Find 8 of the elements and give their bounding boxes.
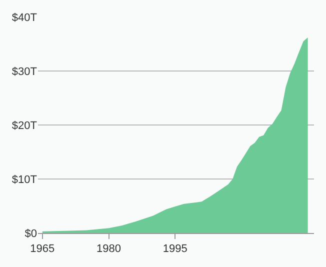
- y-tick-label: $40T: [12, 12, 38, 24]
- y-tick-label: $20T: [12, 120, 38, 132]
- y-tick-label: $10T: [12, 174, 38, 186]
- y-tick-label: $0: [24, 228, 37, 240]
- x-tick-label: 1980: [96, 243, 122, 256]
- x-tick-label: 1965: [30, 243, 55, 256]
- x-tick-label: 1995: [162, 243, 188, 256]
- y-tick-label: $30T: [12, 66, 38, 78]
